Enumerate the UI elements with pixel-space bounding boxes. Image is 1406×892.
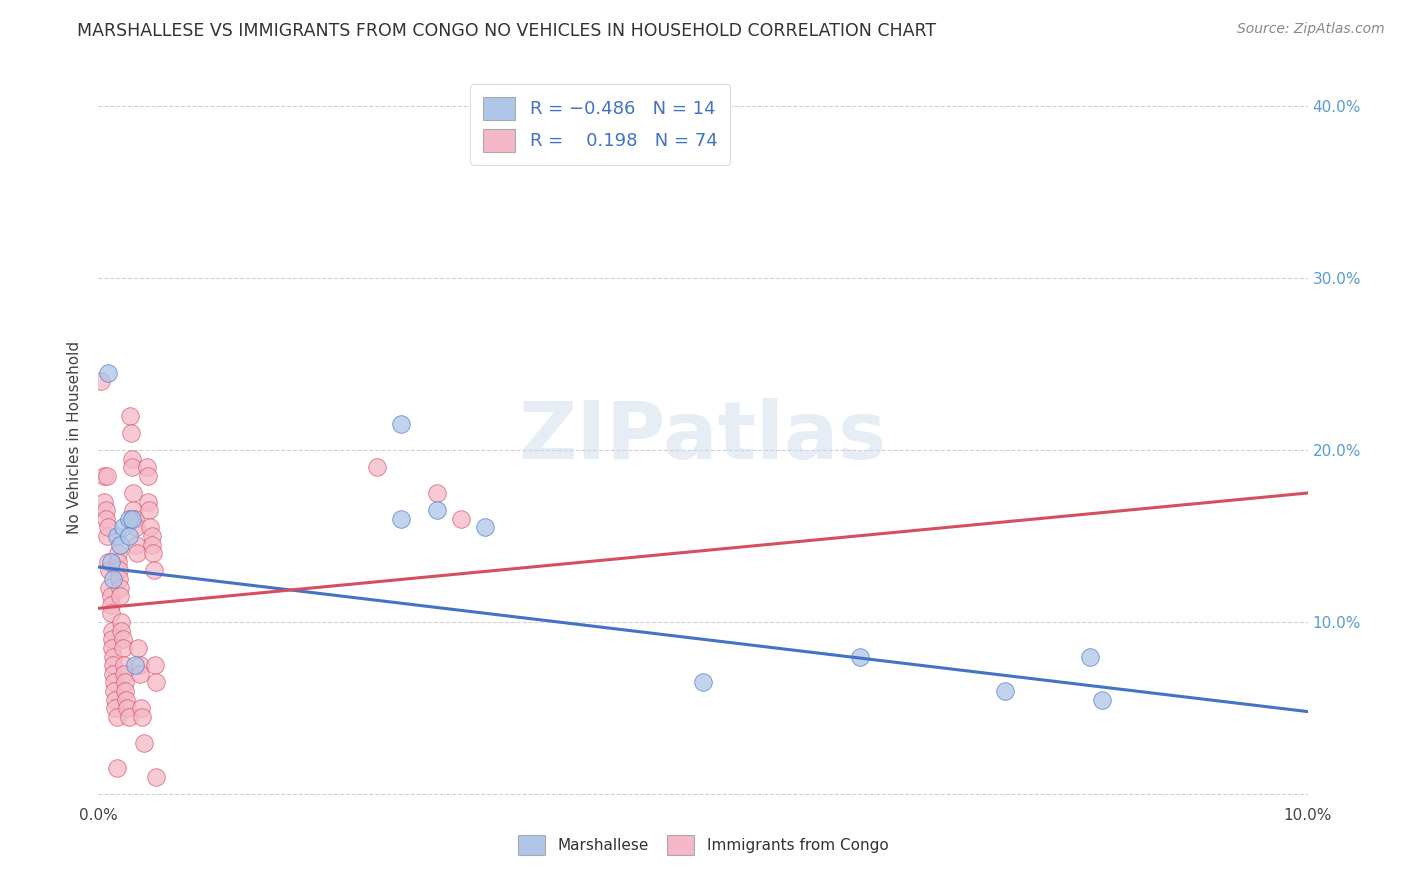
Point — [450, 512, 472, 526]
Point — [143, 658, 166, 673]
Point — [131, 710, 153, 724]
Point — [108, 589, 131, 603]
Point — [121, 451, 143, 466]
Point — [141, 529, 163, 543]
Point — [124, 512, 146, 526]
Point — [122, 503, 145, 517]
Point — [110, 615, 132, 629]
Legend: Marshallese, Immigrants from Congo: Marshallese, Immigrants from Congo — [512, 830, 894, 861]
Point — [94, 512, 117, 526]
Point — [121, 512, 143, 526]
Point — [103, 684, 125, 698]
Point — [97, 555, 120, 569]
Point — [117, 701, 139, 715]
Point — [138, 503, 160, 517]
Text: MARSHALLESE VS IMMIGRANTS FROM CONGO NO VEHICLES IN HOUSEHOLD CORRELATION CHART: MARSHALLESE VS IMMIGRANTS FROM CONGO NO … — [77, 22, 936, 40]
Point — [121, 460, 143, 475]
Point — [128, 658, 150, 673]
Point — [93, 494, 115, 508]
Point — [108, 572, 131, 586]
Point — [1091, 692, 1114, 706]
Point — [105, 710, 128, 724]
Point — [97, 366, 120, 380]
Point — [134, 735, 156, 749]
Point — [100, 589, 122, 603]
Point — [97, 520, 120, 534]
Point — [125, 538, 148, 552]
Point — [114, 684, 136, 698]
Point — [94, 503, 117, 517]
Point — [141, 538, 163, 552]
Point — [136, 468, 159, 483]
Point — [1078, 649, 1101, 664]
Point — [98, 581, 121, 595]
Point — [108, 581, 131, 595]
Point — [389, 512, 412, 526]
Point — [366, 460, 388, 475]
Point — [103, 675, 125, 690]
Point — [107, 546, 129, 560]
Point — [104, 701, 127, 715]
Point — [101, 572, 124, 586]
Point — [127, 546, 149, 560]
Point — [111, 640, 134, 655]
Point — [145, 675, 167, 690]
Y-axis label: No Vehicles in Household: No Vehicles in Household — [67, 341, 83, 533]
Point — [96, 529, 118, 543]
Point — [118, 409, 141, 423]
Point — [108, 538, 131, 552]
Point — [118, 710, 141, 724]
Point — [101, 666, 124, 681]
Point — [994, 684, 1017, 698]
Point — [124, 658, 146, 673]
Point — [104, 692, 127, 706]
Point — [135, 460, 157, 475]
Point — [100, 640, 122, 655]
Point — [90, 374, 112, 388]
Point — [145, 770, 167, 784]
Point — [96, 468, 118, 483]
Point — [98, 564, 121, 578]
Text: ZIPatlas: ZIPatlas — [519, 398, 887, 476]
Point — [426, 486, 449, 500]
Point — [128, 666, 150, 681]
Point — [118, 529, 141, 543]
Point — [849, 649, 872, 664]
Point — [105, 529, 128, 543]
Point — [100, 607, 122, 621]
Point — [120, 425, 142, 440]
Point — [474, 520, 496, 534]
Point — [125, 520, 148, 534]
Point — [100, 624, 122, 638]
Point — [136, 494, 159, 508]
Point — [111, 632, 134, 647]
Point — [108, 564, 131, 578]
Point — [129, 701, 152, 715]
Point — [389, 417, 412, 432]
Point — [142, 546, 165, 560]
Point — [114, 675, 136, 690]
Point — [101, 658, 124, 673]
Point — [111, 520, 134, 534]
Point — [143, 564, 166, 578]
Point — [115, 692, 138, 706]
Point — [107, 555, 129, 569]
Point — [93, 468, 115, 483]
Point — [100, 598, 122, 612]
Point — [110, 624, 132, 638]
Point — [692, 675, 714, 690]
Point — [112, 666, 135, 681]
Point — [112, 658, 135, 673]
Point — [101, 649, 124, 664]
Point — [100, 632, 122, 647]
Point — [100, 555, 122, 569]
Text: Source: ZipAtlas.com: Source: ZipAtlas.com — [1237, 22, 1385, 37]
Point — [118, 512, 141, 526]
Point — [139, 520, 162, 534]
Point — [426, 503, 449, 517]
Point — [122, 486, 145, 500]
Point — [105, 761, 128, 775]
Point — [127, 640, 149, 655]
